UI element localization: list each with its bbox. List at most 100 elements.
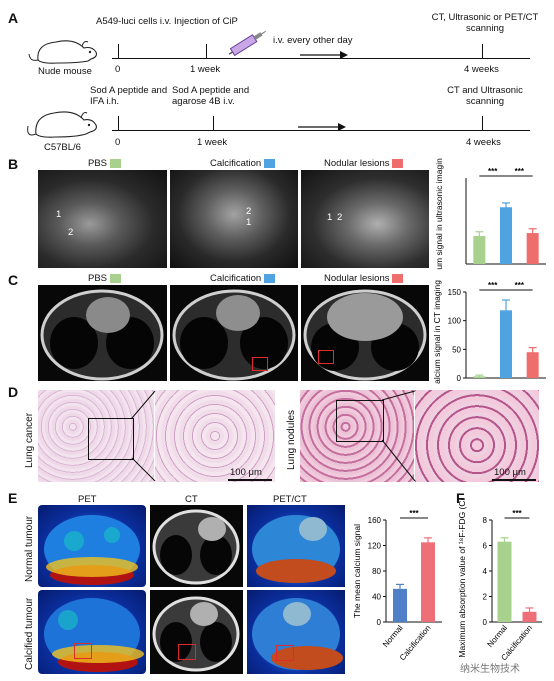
y-tick-label: 4 [483,567,488,576]
e-header-ct: CT [185,494,198,505]
row2-t0: 0 [115,137,121,148]
y-axis-title: Calcium signal in CT imaging [432,280,442,384]
c57-mouse-illustration [27,111,97,138]
significance-marker: *** [488,167,498,176]
significance-marker: *** [409,509,419,518]
y-tick-label: 120 [368,542,382,551]
bar [421,542,435,622]
he-lung-nodules-low [300,390,414,482]
row1-tick0 [118,44,120,58]
row1-step0: A549-luci cells i.v. [96,16,172,27]
lung-cancer-label: Lung cancer [24,412,35,468]
e-row-calcified-label: Calcified tumour [24,597,35,670]
panel-label-d: D [8,384,19,400]
y-tick-label: 80 [372,567,381,576]
c-pbs-color-swatch [110,273,122,283]
ct-nodular-roi-box [318,350,334,364]
chart-b-ultrasonic-calcium: Calcium signal in ultrasonic imaging *** *… [434,158,546,270]
us-mark-4: 1 [246,217,252,228]
bar [473,236,486,264]
b-label-pbs-text: PBS [88,158,108,169]
row2-step3: CT and Ultrasonic scanning [447,85,523,107]
panel-label-e: E [8,490,18,506]
pbs-color-swatch [110,158,122,168]
row2-arrow-icon [298,123,346,131]
row2-tick0 [118,116,120,130]
zoom-lines-left [131,390,156,482]
bar [526,352,539,378]
syringe-icon [228,31,266,57]
us-mark-5: 1 [327,212,333,223]
ultrasound-image-calcification [170,170,298,268]
y-axis-title: Maximum absorption value of ¹⁸F-FDG (Ci/… [457,498,467,658]
c-label-calcification-text: Calcification [210,273,262,284]
pet-calcified [38,590,146,674]
row1-timeline [112,58,530,60]
e-header-petct: PET/CT [273,494,307,505]
y-tick-label: 2 [483,593,488,602]
us-mark-2: 2 [68,227,74,238]
pet-calcified-roi-box [74,643,92,659]
c-label-calcification: Calcification [210,273,276,284]
petct-normal [247,505,345,587]
panel-label-b: B [8,156,19,172]
row2-animal-label: C57BL/6 [44,142,81,153]
chart-c-ct-calcium: 0 50 100 150 Calcium signal in CT imaging ***… [432,280,546,384]
bar [500,207,512,264]
row2-tick1 [213,116,215,130]
y-axis-title: Calcium signal in ultrasonic imaging [434,158,444,270]
b-label-pbs: PBS [88,158,122,169]
c-label-pbs-text: PBS [88,273,108,284]
panel-label-c: C [8,272,19,288]
he-lung-cancer-high [155,390,275,482]
row1-tick2 [482,44,484,58]
lung-nodules-label: Lung nodules [286,409,297,470]
zoom-box-right [336,400,384,442]
panel-label-f: F [456,490,465,506]
category-label: Normal [381,623,405,649]
he-lung-cancer-low [38,390,154,482]
nodular-color-swatch [392,158,404,168]
scalebar-right [492,479,536,481]
calcification-color-swatch [264,158,276,168]
row1-arrow-icon [300,51,348,59]
bar [393,588,407,622]
significance-marker: *** [512,509,522,518]
pet-normal [38,505,146,587]
scalebar-left [228,479,272,481]
petct-calcified [247,590,345,674]
ct-normal [150,505,243,587]
c-label-nodular-text: Nodular lesions [324,273,390,284]
ct-image-pbs [38,285,167,381]
ct-image-calcification [170,285,298,381]
b-label-calcification-text: Calcification [210,158,262,169]
bar [500,310,512,378]
row1-step3: CT, Ultrasonic or PET/CT scanning [431,12,539,34]
y-tick-label: 40 [372,593,381,602]
y-axis-title: The mean calcium signal [352,524,362,618]
scalebar-right-label: 100 μm [494,467,526,478]
y-tick-label: 6 [483,542,488,551]
petct-calcified-roi-box [276,645,294,661]
watermark-text: 纳米生物技术 [460,664,520,675]
row1-step2: i.v. every other day [273,35,353,46]
row2-step0: Sod A peptide and IFA i.h. [90,85,168,107]
row1-t2: 4 weeks [464,64,499,75]
row1-t0: 0 [115,64,121,75]
c-nodular-color-swatch [392,273,404,283]
zoom-lines-right [381,390,416,482]
significance-marker: *** [488,281,498,290]
e-row-normal-label: Normal tumour [24,515,35,582]
us-mark-1: 1 [56,209,62,220]
row2-t1: 1 week [197,137,228,148]
y-tick-label: 50 [452,345,461,354]
us-mark-3: 2 [246,206,252,217]
significance-marker: *** [515,281,525,290]
row1-step1: Injection of CiP [174,16,238,27]
y-tick-label: 0 [457,374,462,383]
nude-mouse-illustration [28,40,97,64]
row2-t2: 4 weeks [466,137,501,148]
chart-f-fdg-absorption: 0 2 4 6 8 Maximum absorption value of ¹⁸F-FDG… [457,498,542,662]
ultrasound-image-pbs [38,170,167,268]
he-lung-nodules-high [415,390,539,482]
